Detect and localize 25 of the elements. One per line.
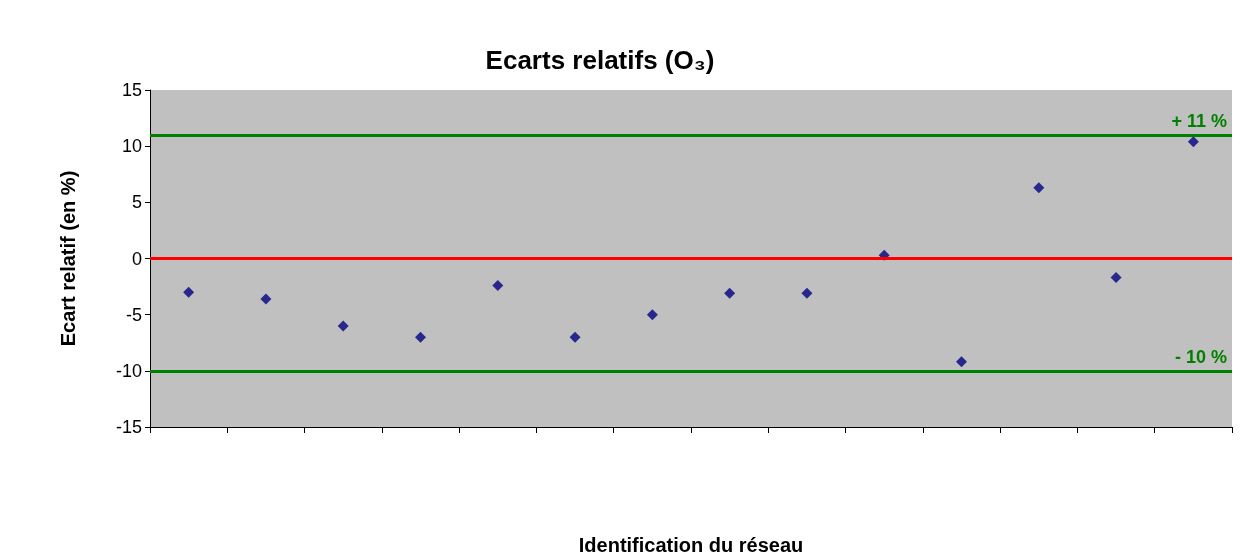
y-tick-label: -10 [115, 360, 142, 381]
point [1110, 272, 1122, 284]
point [801, 287, 813, 299]
point [1187, 136, 1199, 148]
chart-title: Ecarts relatifs (O₃) [485, 45, 715, 75]
y-tick-label: -15 [115, 417, 142, 437]
y-tick-label: 0 [131, 248, 142, 269]
y-tick-label: 15 [121, 80, 142, 100]
point [569, 331, 581, 343]
point [646, 309, 658, 321]
ref-line-label: - 10 % [1174, 346, 1227, 367]
point [337, 320, 349, 332]
point [956, 356, 967, 368]
point [183, 286, 195, 298]
ref-line-label: + 11 % [1171, 110, 1227, 131]
point [260, 293, 272, 305]
point [1033, 182, 1045, 194]
point [415, 331, 426, 343]
y-tick-label: 10 [121, 136, 142, 157]
x-axis-title: Identification du réseau [578, 534, 804, 556]
y-axis-title: Ecart relatif (en %) [57, 170, 79, 347]
y-tick-label: -5 [125, 304, 142, 325]
point [492, 279, 504, 291]
y-tick-label: 5 [131, 192, 142, 213]
point [724, 287, 736, 299]
